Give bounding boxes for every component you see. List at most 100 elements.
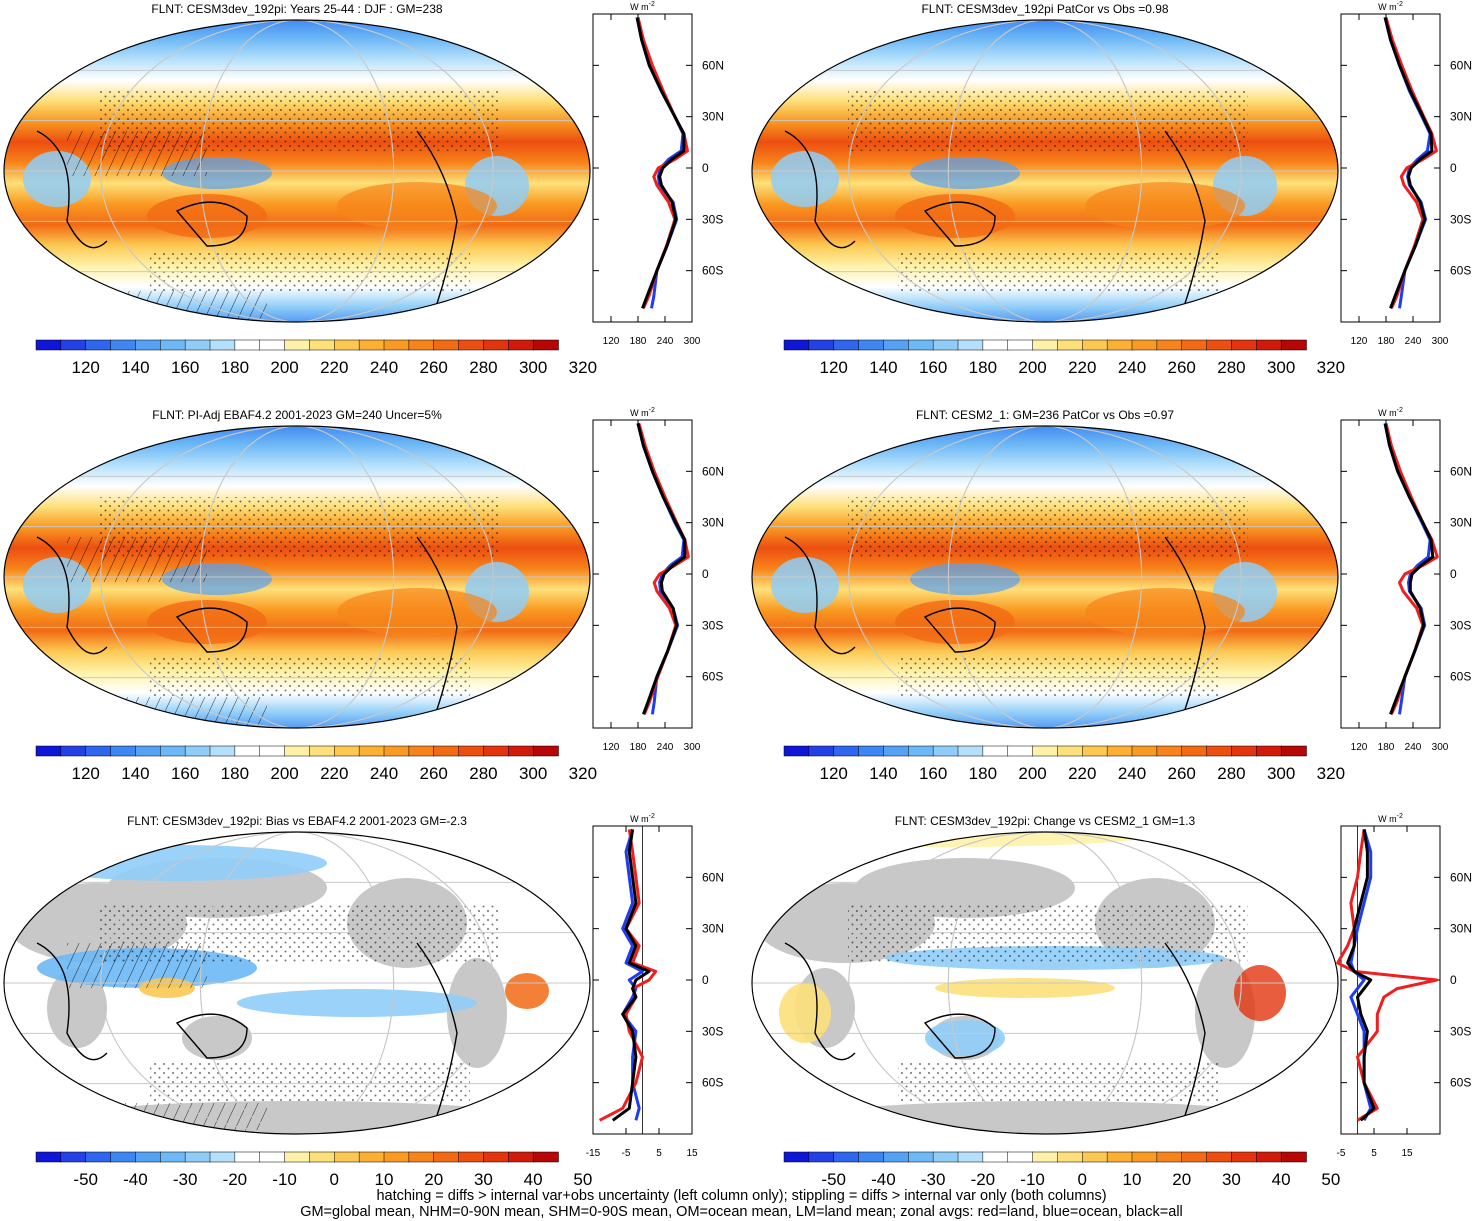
- panel-title: FLNT: CESM2_1: GM=236 PatCor vs Obs =0.9…: [916, 408, 1174, 422]
- map-outline: [3, 831, 591, 1135]
- colorbar-swatch: [1206, 339, 1233, 351]
- y-tick-label: 30N: [702, 110, 724, 124]
- y-tick-label: 60S: [702, 1076, 723, 1090]
- colorbar-swatch: [334, 339, 360, 351]
- x-tick-label: -5: [622, 1148, 631, 1159]
- x-tick-label: 300: [684, 742, 701, 753]
- colorbar-swatch: [184, 1151, 211, 1163]
- colorbar-label: 200: [270, 764, 298, 783]
- graticule-lon: [100, 832, 494, 1134]
- colorbar-swatch: [234, 339, 261, 351]
- y-tick-label: 30N: [1450, 922, 1472, 936]
- coastline: [36, 130, 108, 249]
- colorbar-label: 50: [1321, 1170, 1340, 1189]
- colorbar-swatch: [1156, 1151, 1183, 1163]
- colorbar-swatch: [458, 339, 485, 351]
- graticule-lon: [848, 20, 1242, 322]
- y-tick-label: 0: [702, 567, 709, 581]
- colorbar-swatch: [783, 339, 810, 351]
- colorbar-label: -20: [223, 1170, 248, 1189]
- colorbar-swatch: [908, 339, 934, 351]
- hatching-overlay: [67, 131, 207, 176]
- change-red-amazon: [1234, 965, 1286, 1021]
- coastline: [923, 607, 996, 653]
- stippling-overlay-south: [150, 1063, 470, 1103]
- colorbar-swatch: [1231, 339, 1258, 351]
- x-tick-label: 120: [1351, 336, 1368, 347]
- coastline: [175, 607, 248, 653]
- colorbar-swatch: [1032, 745, 1059, 757]
- colorbar-swatch: [135, 339, 162, 351]
- y-tick-label: 30S: [1450, 1024, 1471, 1038]
- colorbar-label: 30: [1222, 1170, 1241, 1189]
- colorbar-swatch: [209, 339, 236, 351]
- zonal-panel-4: 60N 30N 0 30S 60S 120 180 240 300 W m-2: [1340, 407, 1472, 753]
- coastline: [1164, 942, 1206, 1134]
- colorbar-swatch: [1256, 339, 1282, 351]
- colorbar-label: -40: [871, 1170, 896, 1189]
- colorbar-label: 320: [1317, 358, 1345, 377]
- colorbar-swatch: [858, 745, 885, 757]
- colorbar-swatch: [532, 339, 559, 351]
- stippling-overlay-south: [898, 1063, 1218, 1103]
- colorbar-label: 280: [469, 764, 497, 783]
- coastline: [1164, 536, 1206, 728]
- all-line: [1383, 423, 1435, 715]
- graticule-lon: [848, 832, 1242, 1134]
- panel-title: FLNT: CESM3dev_192pi: Bias vs EBAF4.2 20…: [127, 814, 467, 828]
- colorbar-swatch: [1131, 339, 1158, 351]
- colorbar-label: 140: [121, 764, 149, 783]
- colorbar-swatch: [982, 745, 1009, 757]
- colorbar-swatch: [1082, 1151, 1108, 1163]
- x-tick-label: 240: [657, 336, 674, 347]
- footer-legend-note: GM=global mean, NHM=0-90N mean, SHM=0-90…: [300, 1204, 1183, 1220]
- colorbar-label: -50: [821, 1170, 846, 1189]
- y-tick-label: 30N: [1450, 516, 1472, 530]
- y-tick-label: 30N: [702, 922, 724, 936]
- colorbar-swatch: [1256, 745, 1282, 757]
- map-outline: [3, 19, 591, 323]
- colorbar-label: 260: [420, 764, 448, 783]
- colorbar-swatch: [85, 745, 112, 757]
- unit-exponent: -2: [649, 407, 655, 414]
- unit-exponent: -2: [649, 813, 655, 820]
- bias-blue-spcz: [237, 989, 477, 1017]
- unit-exponent: -2: [1397, 407, 1403, 414]
- colorbar-swatch: [483, 1151, 510, 1163]
- zonal-frame: [592, 13, 693, 323]
- south-pacific-warm-blob: [1085, 182, 1245, 230]
- colorbar-swatch: [508, 745, 534, 757]
- coastline: [36, 942, 108, 1061]
- colorbar-swatch: [408, 745, 435, 757]
- colorbar-label: 10: [1123, 1170, 1142, 1189]
- land-line: [598, 829, 658, 1122]
- colorbar-swatch: [532, 745, 559, 757]
- x-tick-label: -15: [586, 1148, 601, 1159]
- coastline: [1164, 130, 1206, 322]
- map-panel-5: FLNT: CESM3dev_192pi: Bias vs EBAF4.2 20…: [3, 814, 592, 1189]
- unit-label: W m-2: [1378, 1, 1403, 12]
- graticule-lon: [947, 20, 1143, 322]
- colorbar-swatch: [383, 1151, 410, 1163]
- stippling-overlay-south: [898, 657, 1218, 697]
- unit-label: W m-2: [1378, 407, 1403, 418]
- colorbar-swatch: [35, 1151, 62, 1163]
- colorbar-swatch: [908, 1151, 934, 1163]
- map-outline: [3, 425, 591, 729]
- x-tick-label: -5: [1337, 1148, 1346, 1159]
- colorbar-swatch: [110, 1151, 137, 1163]
- colorbar-label: 0: [1078, 1170, 1087, 1189]
- zonal-frame: [592, 419, 693, 729]
- colorbar-swatch: [85, 1151, 112, 1163]
- colorbar-label: 40: [524, 1170, 543, 1189]
- colorbar-swatch: [1106, 745, 1133, 757]
- colorbar-label: 20: [1172, 1170, 1191, 1189]
- colorbar-swatch: [234, 745, 261, 757]
- africa-cloud-blob: [771, 557, 839, 613]
- y-tick-label: 60S: [702, 670, 723, 684]
- colorbar-swatch: [334, 745, 360, 757]
- colorbar-swatch: [458, 1151, 485, 1163]
- colorbar-swatch: [110, 339, 137, 351]
- y-tick-label: 0: [702, 973, 709, 987]
